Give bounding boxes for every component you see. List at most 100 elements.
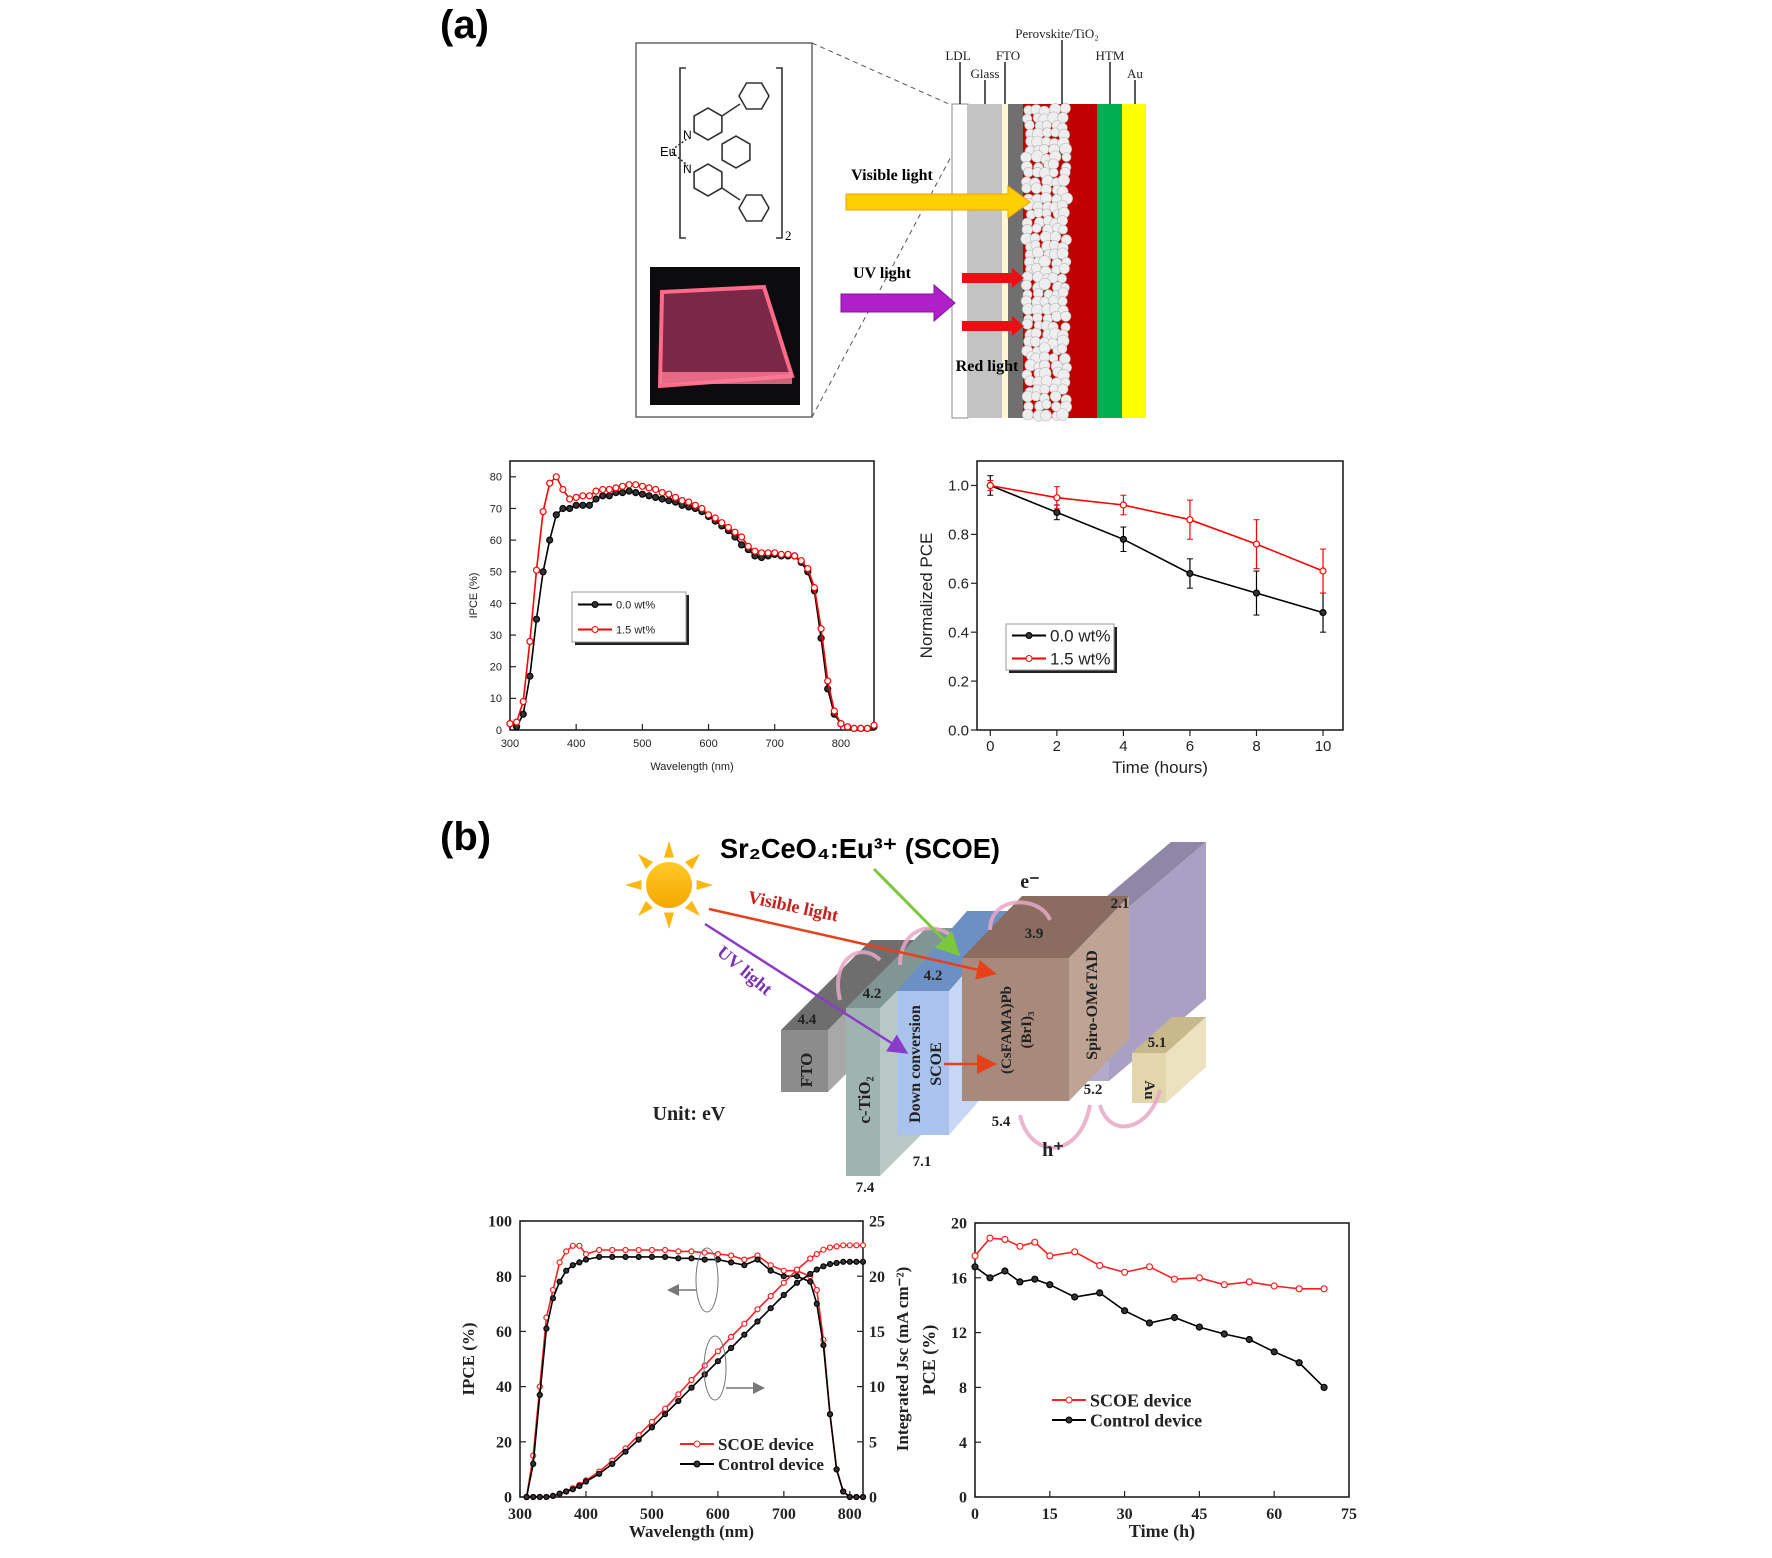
block-top-face [1132,1017,1206,1053]
particle [1031,223,1042,233]
data-point [661,1411,669,1418]
data-point [556,1259,563,1266]
data-point [701,1249,708,1256]
data-point [714,1348,722,1355]
data-point [661,1253,669,1261]
data-point [612,484,620,492]
data-point [539,568,547,576]
data-point [1186,516,1194,524]
light-arrows [704,867,997,1074]
uv-light-label: UV light [853,265,912,282]
data-point [565,504,574,513]
data-point [632,489,640,497]
block-top-face [781,940,918,1030]
y-tick-label: 70 [490,503,502,515]
data-point [552,473,560,481]
y-tick-label: 0 [496,725,502,737]
data-point [519,697,527,706]
data-point [618,489,627,497]
tio2-particles [1020,102,1073,422]
data-point [727,1259,735,1266]
data-point [512,718,521,726]
particle [1058,224,1068,235]
data-point [784,550,792,559]
eu-atom-label: Eu [660,144,676,159]
scoe-block-label: SCOE [928,1042,945,1086]
perovskite-block-label: (CsFAMA)Pb [999,986,1015,1074]
zoom-dashed-line [811,42,959,109]
data-point [605,492,613,500]
y2-axis-label: Integrated Jsc (mA cm⁻²) [893,1267,912,1452]
data-point [582,1250,590,1258]
tio2-top-level: 4.2 [863,986,882,1002]
charge-transfer-arc [1098,1089,1162,1129]
data-point [536,1391,543,1399]
y-tick-label: 30 [490,630,502,642]
legend-label: 1.5 wt% [616,624,655,636]
zoom-dashed-line [811,139,961,418]
data-point [777,550,785,559]
legend-label: Control device [718,1455,824,1474]
data-point [1270,1348,1278,1356]
data-point [780,1267,787,1274]
data-point [711,514,719,522]
data-point [530,1460,537,1468]
scoe-top-level: 4.2 [924,968,943,984]
y2-tick-label: 5 [869,1434,877,1451]
data-point [536,1493,543,1501]
x-tick-label: 15 [1042,1506,1058,1523]
data-point [579,492,587,500]
data-point [543,1493,550,1501]
x-axis-label: Wavelength (nm) [650,761,733,773]
x-tick-label: 800 [832,738,850,750]
data-point [563,1248,570,1255]
data-point [820,1246,827,1253]
data-point [830,707,838,715]
x-tick-label: 10 [1315,738,1332,755]
data-point [754,1318,761,1325]
legend-label: 0.0 wt% [616,599,655,611]
layer-label-ldl: LDL [945,48,970,63]
data-point [688,1384,695,1391]
data-point [704,511,713,519]
data-point [859,1242,867,1249]
data-point [539,508,547,516]
data-point [840,1488,847,1495]
data-point [1053,494,1061,502]
data-point [727,1252,735,1259]
particle [1059,102,1071,114]
data-point [986,1234,994,1242]
data-point [638,490,647,498]
legend-label: Control device [1090,1410,1202,1430]
charge-transfer-arc [836,950,882,1001]
data-point [771,549,779,557]
normalized-pce-chart-a: 0 2 4 6 8 10 0.0 0.2 0.4 0.6 0.8 1.0 Time (hours) Nor… [917,460,1344,777]
x-tick-label: 400 [574,1506,598,1523]
data-point [546,479,554,487]
data-point [678,497,686,505]
data-point [576,1259,583,1266]
plot-frame [509,460,875,731]
data-point [853,1258,860,1265]
data-point [804,564,812,573]
subscript-2: 2 [785,228,792,243]
data-point [1016,1278,1024,1286]
y-tick-label: 40 [496,1379,512,1396]
data-point [797,557,805,565]
y-tick-label: 16 [951,1270,967,1287]
x-tick-label: 300 [508,1506,532,1523]
series-line [990,484,1324,614]
particle [1057,174,1070,187]
plot-frame [974,1222,1350,1498]
data-point [718,519,726,527]
data-point [596,1246,603,1254]
y2-tick-label: 25 [869,1214,885,1231]
data-point [559,504,567,513]
particle [1061,152,1072,162]
block-front-face [897,991,949,1135]
ring [738,194,770,222]
data-point [737,533,746,541]
legend-marker [591,626,599,633]
x-tick-label: 500 [633,738,651,750]
block-side-face [1166,1017,1206,1103]
